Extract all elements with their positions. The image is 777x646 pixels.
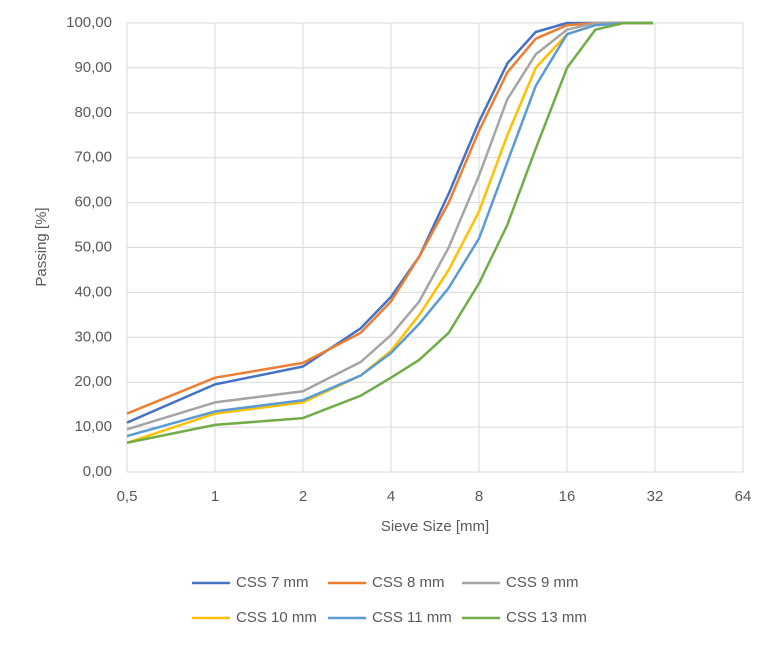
x-axis-label: Sieve Size [mm] (381, 518, 489, 535)
x-tick-label: 2 (299, 488, 307, 505)
series-line (126, 21, 653, 445)
y-tick-label: 20,00 (74, 373, 112, 390)
y-axis-label: Passing [%] (33, 207, 50, 286)
y-tick-label: 0,00 (83, 463, 112, 480)
legend-label: CSS 8 mm (372, 574, 445, 591)
legend-label: CSS 13 mm (506, 609, 587, 626)
x-tick-label: 16 (559, 488, 576, 505)
series-line (126, 21, 653, 431)
y-tick-label: 100,00 (66, 14, 112, 31)
y-tick-label: 70,00 (74, 149, 112, 166)
series-line (126, 21, 653, 444)
series-line (126, 21, 653, 424)
x-tick-label: 32 (647, 488, 664, 505)
x-tick-label: 0,5 (117, 488, 138, 505)
series-line (126, 21, 653, 438)
y-tick-label: 60,00 (74, 194, 112, 211)
legend-label: CSS 10 mm (236, 609, 317, 626)
y-tick-label: 80,00 (74, 104, 112, 121)
y-tick-label: 30,00 (74, 328, 112, 345)
x-tick-label: 64 (735, 488, 752, 505)
x-tick-label: 8 (475, 488, 483, 505)
x-tick-label: 1 (211, 488, 219, 505)
x-tick-label: 4 (387, 488, 395, 505)
y-tick-label: 10,00 (74, 418, 112, 435)
y-tick-label: 40,00 (74, 283, 112, 300)
y-tick-label: 90,00 (74, 59, 112, 76)
legend-label: CSS 9 mm (506, 574, 579, 591)
y-tick-label: 50,00 (74, 238, 112, 255)
legend-label: CSS 11 mm (372, 609, 452, 626)
legend-label: CSS 7 mm (236, 574, 309, 591)
